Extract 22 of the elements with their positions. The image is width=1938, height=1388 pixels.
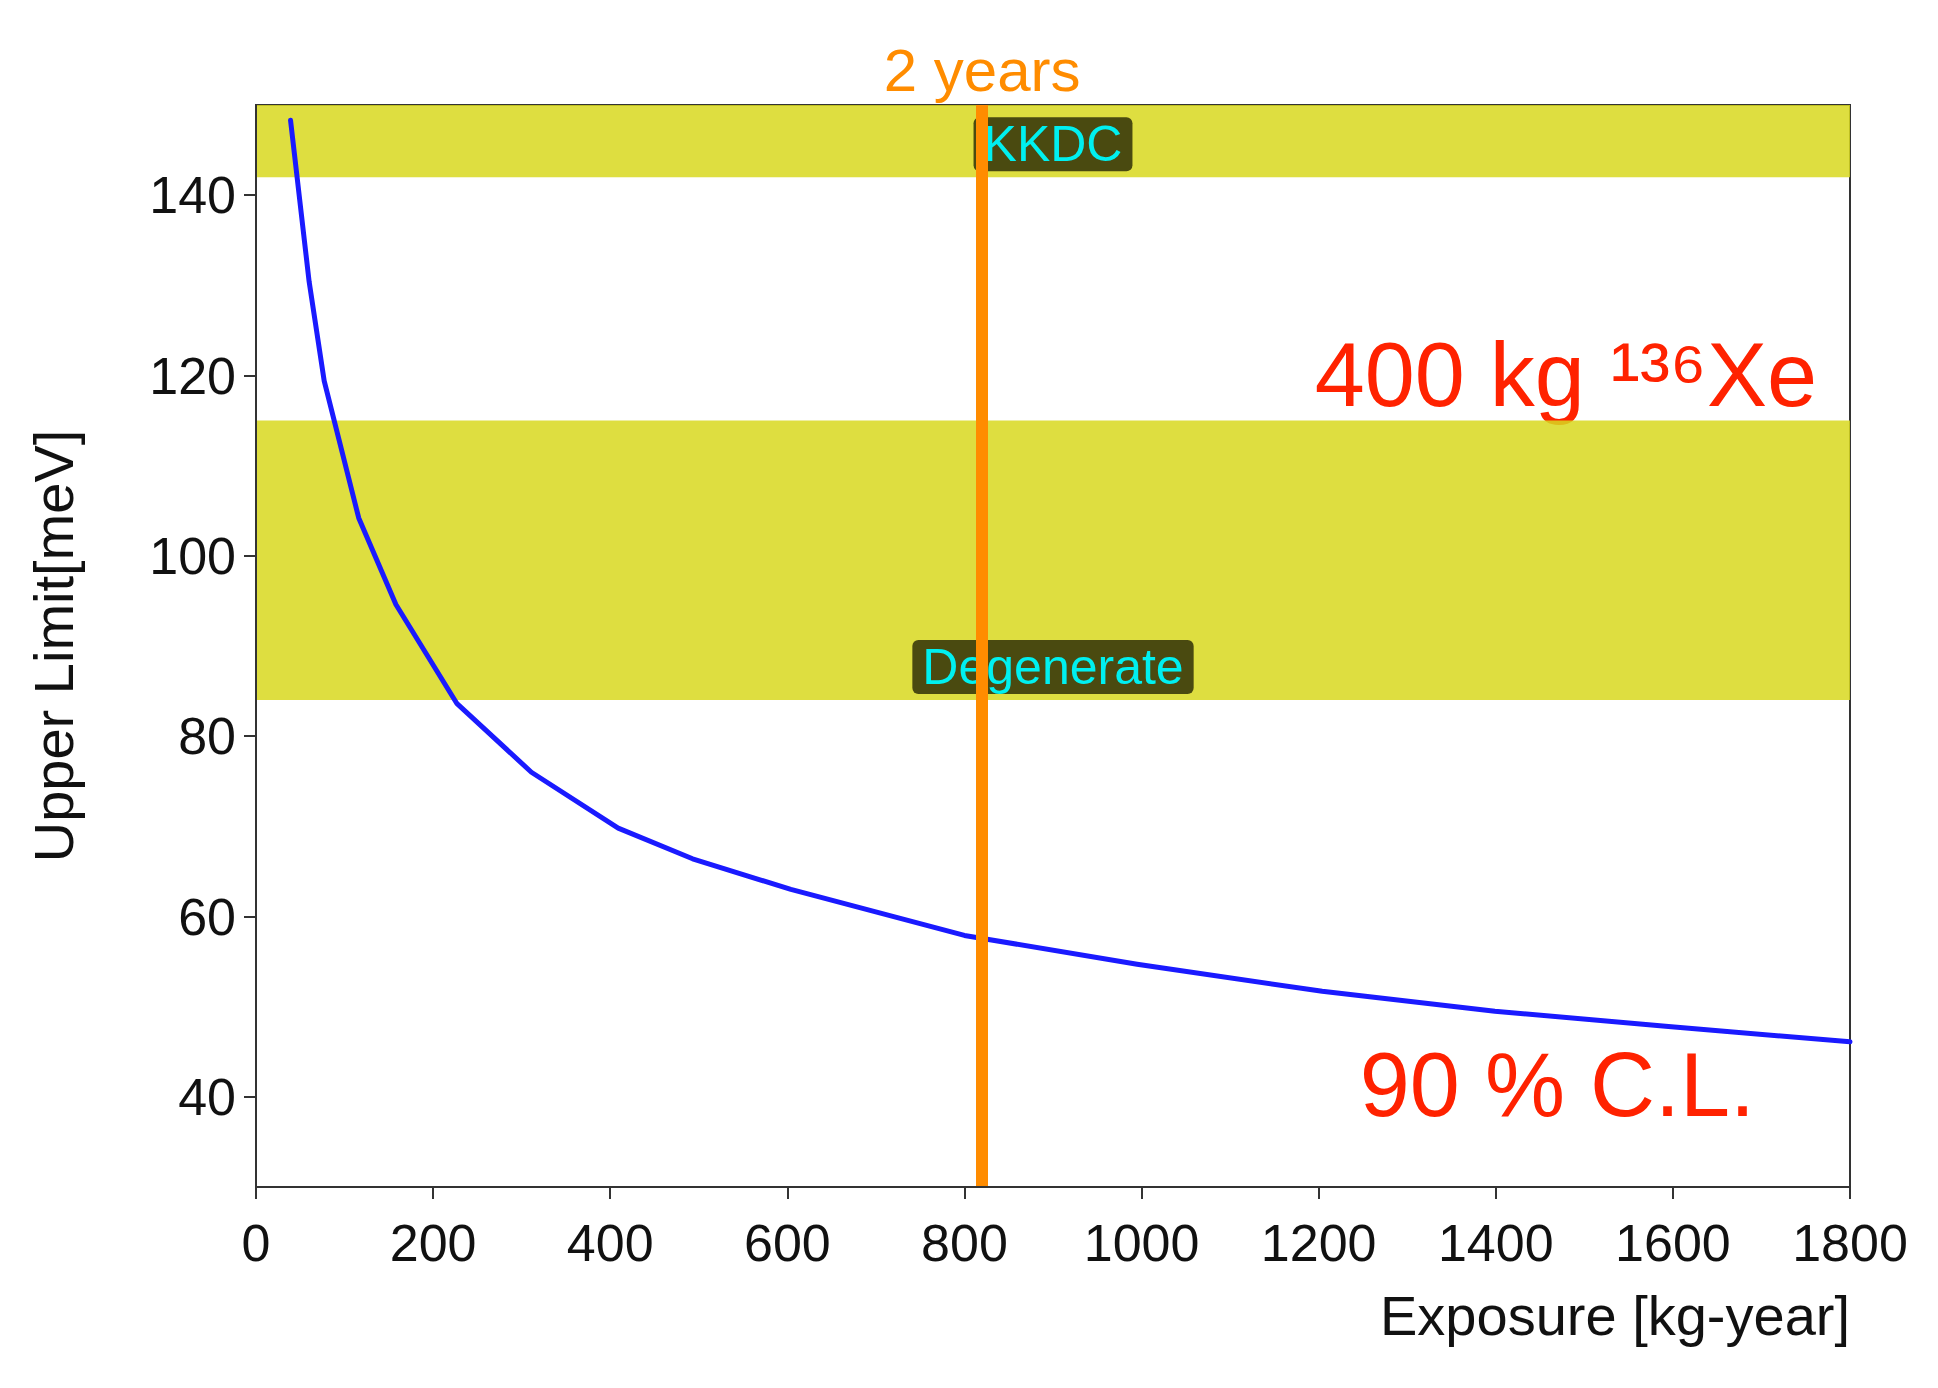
x-tick-label: 400 [566, 1214, 654, 1272]
y-axis-title: Upper Limit[meV] [21, 429, 85, 863]
x-tick-label: 1600 [1615, 1214, 1731, 1272]
x-tick-label: 1200 [1260, 1214, 1377, 1272]
x-tick-label: 1000 [1083, 1214, 1200, 1272]
y-tick-label: 120 [149, 346, 236, 405]
annotation: 90 % C.L. [1359, 1035, 1755, 1135]
y-tick-label: 40 [178, 1067, 236, 1126]
y-tick-label: 80 [178, 707, 236, 766]
x-tick-label: 1400 [1437, 1214, 1554, 1272]
ref-line-label: 2 years [883, 36, 1081, 104]
y-tick-label: 140 [149, 166, 236, 225]
x-axis-title: Exposure [kg-year] [1380, 1283, 1850, 1347]
y-tick-label: 100 [149, 526, 236, 585]
x-tick-label: 1800 [1792, 1214, 1908, 1272]
y-tick-label: 60 [178, 887, 236, 946]
annotation: 400 kg ¹³⁶Xe [1314, 325, 1817, 425]
x-tick-label: 200 [389, 1214, 477, 1272]
x-tick-label: 800 [921, 1214, 1008, 1272]
x-tick-label: 600 [743, 1214, 831, 1272]
band-label: KKDC [983, 116, 1123, 173]
x-tick-label: 0 [241, 1214, 271, 1272]
